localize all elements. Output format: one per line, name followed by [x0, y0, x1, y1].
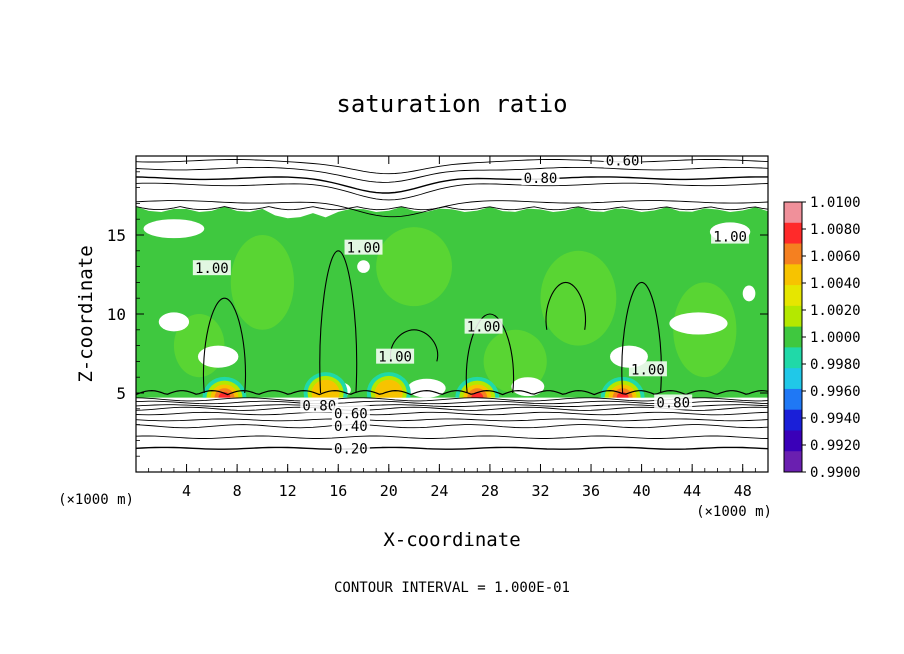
x-tick-label: 20: [380, 482, 398, 500]
colorbar-swatch: [784, 409, 802, 431]
contour-line: [136, 446, 768, 450]
colorbar-tick-label: 1.0100: [810, 195, 861, 211]
contour-label: 0.80: [524, 171, 558, 187]
colorbar-swatch: [784, 368, 802, 390]
colorbar-tick-label: 0.9920: [810, 438, 861, 454]
colorbar-swatch: [784, 285, 802, 307]
contour-label: 0.60: [606, 154, 640, 170]
x-tick-label: 4: [182, 482, 191, 500]
colorbar-tick-label: 1.0000: [810, 330, 861, 346]
x-tick-label: 40: [633, 482, 651, 500]
colorbar-swatch: [784, 451, 802, 473]
field-patch: [376, 227, 452, 307]
x-tick-label: 24: [430, 482, 448, 500]
contour-label: 0.20: [334, 441, 368, 457]
cloud-band: [136, 206, 768, 398]
x-tick-label: 36: [582, 482, 600, 500]
contour-line: [319, 250, 358, 394]
contour-line: [136, 200, 768, 218]
y-tick-label: 5: [116, 384, 126, 403]
contour-line: [545, 281, 587, 330]
colorbar-swatch: [784, 305, 802, 328]
contour-line: [136, 418, 768, 422]
contour-line: [389, 329, 439, 362]
x-tick-label: 8: [233, 482, 242, 500]
contour-label: 0.80: [656, 395, 690, 411]
chart-title: saturation ratio: [336, 90, 567, 118]
x-tick-label: 12: [279, 482, 297, 500]
dry-region: [669, 312, 728, 335]
colorbar-swatch: [784, 202, 802, 224]
contour-label: 1.00: [467, 320, 501, 336]
contour-label: 1.00: [631, 362, 665, 378]
colorbar-tick-label: 1.0060: [810, 249, 861, 265]
contour-label: 1.00: [713, 230, 747, 246]
y-axis-label: Z-coordinate: [75, 245, 97, 382]
contour-line: [136, 206, 768, 211]
contour-interval-note: CONTOUR INTERVAL = 1.000E-01: [334, 580, 570, 596]
colorbar-tick-label: 0.9960: [810, 384, 861, 400]
x-unit-label: (×1000 m): [696, 504, 772, 520]
contour-line: [136, 159, 768, 175]
colorbar-tick-label: 0.9980: [810, 357, 861, 373]
field-patch: [540, 250, 617, 346]
dry-region: [742, 285, 756, 302]
colorbar-tick-label: 1.0080: [810, 222, 861, 238]
contour-line: [136, 182, 768, 201]
colorbar-swatch: [784, 264, 802, 286]
colorbar-tick-label: 1.0040: [810, 276, 861, 292]
y-unit-label: (×1000 m): [58, 492, 134, 508]
contour-label: 1.00: [378, 350, 412, 366]
colorbar-swatch: [784, 388, 802, 411]
contour-label: 1.00: [195, 261, 229, 277]
x-tick-label: 48: [734, 482, 752, 500]
x-axis-label: X-coordinate: [383, 529, 520, 551]
y-tick-label: 10: [107, 305, 126, 324]
dry-region: [197, 345, 239, 368]
contour-label: 0.80: [302, 399, 336, 415]
x-tick-label: 28: [481, 482, 499, 500]
contour-line: [136, 166, 768, 183]
y-tick-label: 15: [107, 226, 126, 245]
colorbar-tick-label: 0.9900: [810, 465, 861, 481]
contour-line: [621, 281, 662, 394]
contour-line: [136, 435, 768, 439]
colorbar-swatch: [784, 347, 802, 369]
contour-line: [202, 297, 246, 394]
x-tick-label: 32: [531, 482, 549, 500]
x-tick-label: 16: [329, 482, 347, 500]
dry-region: [407, 378, 446, 398]
colorbar: 1.0100 1.0080 1.0060 1.0040 1.0020 1.0000 0.99…: [783, 195, 861, 481]
plot-area: 0.600.801.001.001.001.001.001.000.800.60…: [135, 152, 769, 473]
contour-line: [136, 389, 768, 396]
contour-label: 1.00: [347, 241, 381, 257]
colorbar-swatch: [784, 326, 802, 348]
field-patch: [483, 329, 547, 393]
contour-line: [136, 176, 768, 194]
dry-region: [357, 260, 370, 273]
colorbar-tick-label: 1.0020: [810, 303, 861, 319]
colorbar-swatch: [784, 222, 802, 245]
dry-region: [143, 219, 205, 239]
dry-region: [158, 312, 190, 332]
contour-line: [136, 424, 768, 429]
x-tick-label: 44: [683, 482, 701, 500]
contour-label: 0.40: [334, 419, 368, 435]
contour-line: [465, 313, 515, 394]
colorbar-swatch: [784, 243, 802, 265]
contour-line: [136, 411, 768, 416]
colorbar-swatch: [784, 430, 802, 452]
field-patch: [230, 235, 294, 330]
dry-region: [511, 377, 545, 397]
colorbar-tick-label: 0.9940: [810, 411, 861, 427]
